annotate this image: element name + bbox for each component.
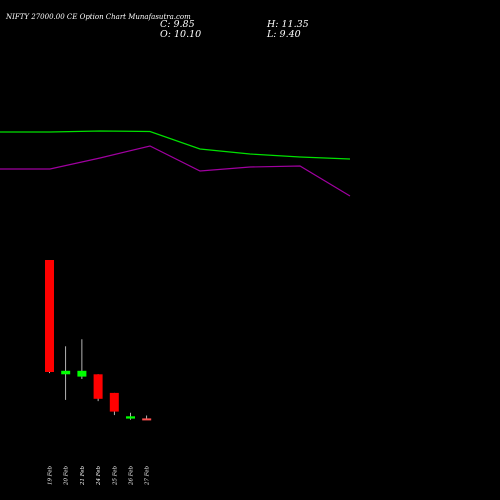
candle-body — [142, 418, 152, 421]
candle-body — [93, 374, 103, 399]
date-axis: 19 Feb 20 Feb 21 Feb 24 Feb 25 Feb 26 Feb 27 F… — [48, 465, 151, 486]
moving-average-layer — [0, 130, 351, 197]
candle-body — [61, 370, 71, 375]
candle-body — [45, 260, 54, 372]
low-value: L: 9.40 — [266, 29, 301, 40]
green-average-line — [0, 130, 351, 160]
date-tick-label: 19 Feb — [48, 465, 54, 485]
open-value: O: 10.10 — [160, 29, 201, 40]
purple-average-line — [0, 145, 351, 197]
date-tick-label: 24 Feb — [96, 465, 102, 486]
date-tick-label: 21 Feb — [80, 465, 86, 486]
close-value: C: 9.85 — [160, 19, 195, 30]
candle-body — [109, 392, 119, 412]
candle-layer — [45, 260, 152, 421]
date-tick-label: 26 Feb — [129, 465, 135, 486]
date-tick-label: 27 Feb — [145, 465, 151, 486]
candle-body — [77, 370, 87, 377]
date-tick-label: 25 Feb — [112, 465, 118, 486]
date-tick-label: 20 Feb — [64, 465, 70, 486]
candle-body — [126, 416, 135, 419]
chart-title: NIFTY 27000.00 CE Option Chart Munafasut… — [5, 13, 191, 21]
high-value: H: 11.35 — [266, 19, 309, 30]
